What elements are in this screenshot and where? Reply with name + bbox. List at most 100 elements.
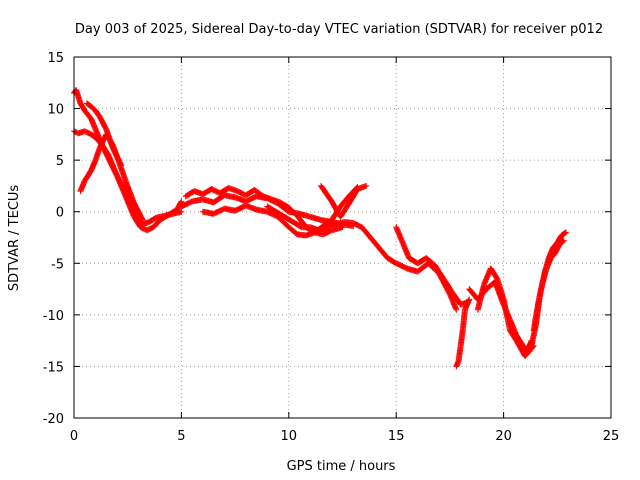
series-track-8	[264, 203, 460, 313]
data-markers	[338, 201, 352, 219]
y-tick-label: 0	[56, 206, 64, 221]
data-markers	[145, 224, 156, 233]
data-markers	[72, 128, 81, 136]
data-markers	[424, 255, 437, 268]
data-point	[453, 306, 460, 313]
y-tick-label: 15	[47, 51, 64, 66]
data-markers	[78, 101, 88, 113]
data-markers	[123, 178, 137, 206]
data-markers	[346, 187, 360, 206]
x-tick-label: 25	[603, 429, 620, 444]
data-markers	[265, 204, 278, 215]
data-point	[178, 198, 185, 205]
data-markers	[459, 307, 468, 333]
data-markers	[522, 348, 532, 359]
data-point	[466, 296, 473, 303]
data-markers	[557, 238, 566, 247]
data-markers	[82, 128, 94, 137]
data-markers	[415, 261, 431, 274]
data-markers	[475, 282, 487, 312]
data-markers	[548, 250, 558, 261]
series-track-15	[530, 237, 567, 334]
data-markers	[559, 230, 568, 238]
data-markers	[400, 240, 412, 260]
data-markers	[535, 282, 545, 307]
axis-ticks: 0 5 10 15 20 25 -20 -15 -10 -5 0 5 10 15	[43, 51, 620, 444]
y-axis-label: SDTVAR / TECUs	[7, 185, 22, 292]
x-tick-label: 5	[177, 429, 185, 444]
chart-title: Day 003 of 2025, Sidereal Day-to-day VTE…	[75, 22, 603, 37]
data-markers	[318, 183, 335, 204]
y-tick-label: -5	[51, 257, 64, 272]
data-markers	[376, 245, 390, 261]
plot-frame	[73, 56, 612, 419]
data-markers	[97, 114, 109, 132]
data-markers	[488, 266, 500, 281]
data-markers	[432, 263, 446, 281]
data-point	[139, 216, 146, 223]
data-markers	[338, 194, 352, 209]
data-markers	[282, 214, 296, 225]
data-markers	[273, 209, 287, 220]
data-markers	[286, 224, 300, 237]
data-markers	[550, 240, 560, 250]
y-tick-label: 5	[56, 154, 64, 169]
data-markers	[147, 215, 158, 225]
data-markers	[89, 104, 98, 113]
data-markers	[500, 297, 513, 333]
data-markers	[110, 145, 124, 168]
data-markers	[507, 328, 519, 343]
series-track-13	[474, 265, 537, 360]
data-markers	[93, 108, 103, 119]
data-markers	[385, 255, 399, 266]
y-tick-label: -15	[43, 360, 64, 375]
data-markers	[84, 101, 94, 109]
data-point	[118, 162, 125, 169]
data-markers	[82, 108, 94, 121]
data-markers	[73, 88, 84, 106]
data-point	[562, 229, 569, 236]
data-point	[178, 208, 185, 215]
data-markers	[494, 276, 507, 302]
data-markers	[394, 260, 409, 271]
data-markers	[211, 192, 227, 205]
y-tick-label: -10	[43, 309, 64, 324]
data-markers	[447, 292, 459, 312]
data-markers	[457, 328, 466, 348]
data-markers	[103, 127, 116, 150]
data-markers	[89, 132, 98, 140]
x-tick-label: 0	[70, 429, 78, 444]
data-point	[363, 182, 370, 189]
series-track-9	[318, 182, 370, 220]
series-track-11	[453, 296, 473, 370]
data-markers	[114, 173, 131, 199]
data-markers	[82, 168, 94, 183]
y-tick-label: -20	[43, 412, 64, 427]
data-series	[71, 87, 569, 370]
data-markers	[393, 225, 406, 245]
data-markers	[151, 217, 163, 230]
data-markers	[131, 201, 146, 222]
y-tick-label: 10	[47, 103, 64, 118]
data-markers	[105, 156, 120, 178]
data-markers	[368, 235, 382, 250]
data-markers	[286, 205, 300, 218]
data-markers	[275, 214, 291, 230]
data-point	[560, 237, 567, 244]
x-tick-label: 15	[388, 429, 405, 444]
data-markers	[552, 242, 562, 255]
x-tick-label: 10	[281, 429, 298, 444]
x-axis-label: GPS time / hours	[287, 459, 396, 474]
data-markers	[359, 225, 373, 240]
data-markers	[92, 145, 103, 162]
data-markers	[291, 219, 304, 230]
series-track-4	[83, 100, 125, 169]
data-markers	[321, 227, 334, 237]
grid	[74, 57, 611, 418]
data-markers	[441, 276, 455, 295]
data-markers	[530, 302, 541, 333]
data-markers	[252, 187, 266, 199]
data-markers	[125, 194, 139, 219]
data-markers	[278, 200, 291, 210]
